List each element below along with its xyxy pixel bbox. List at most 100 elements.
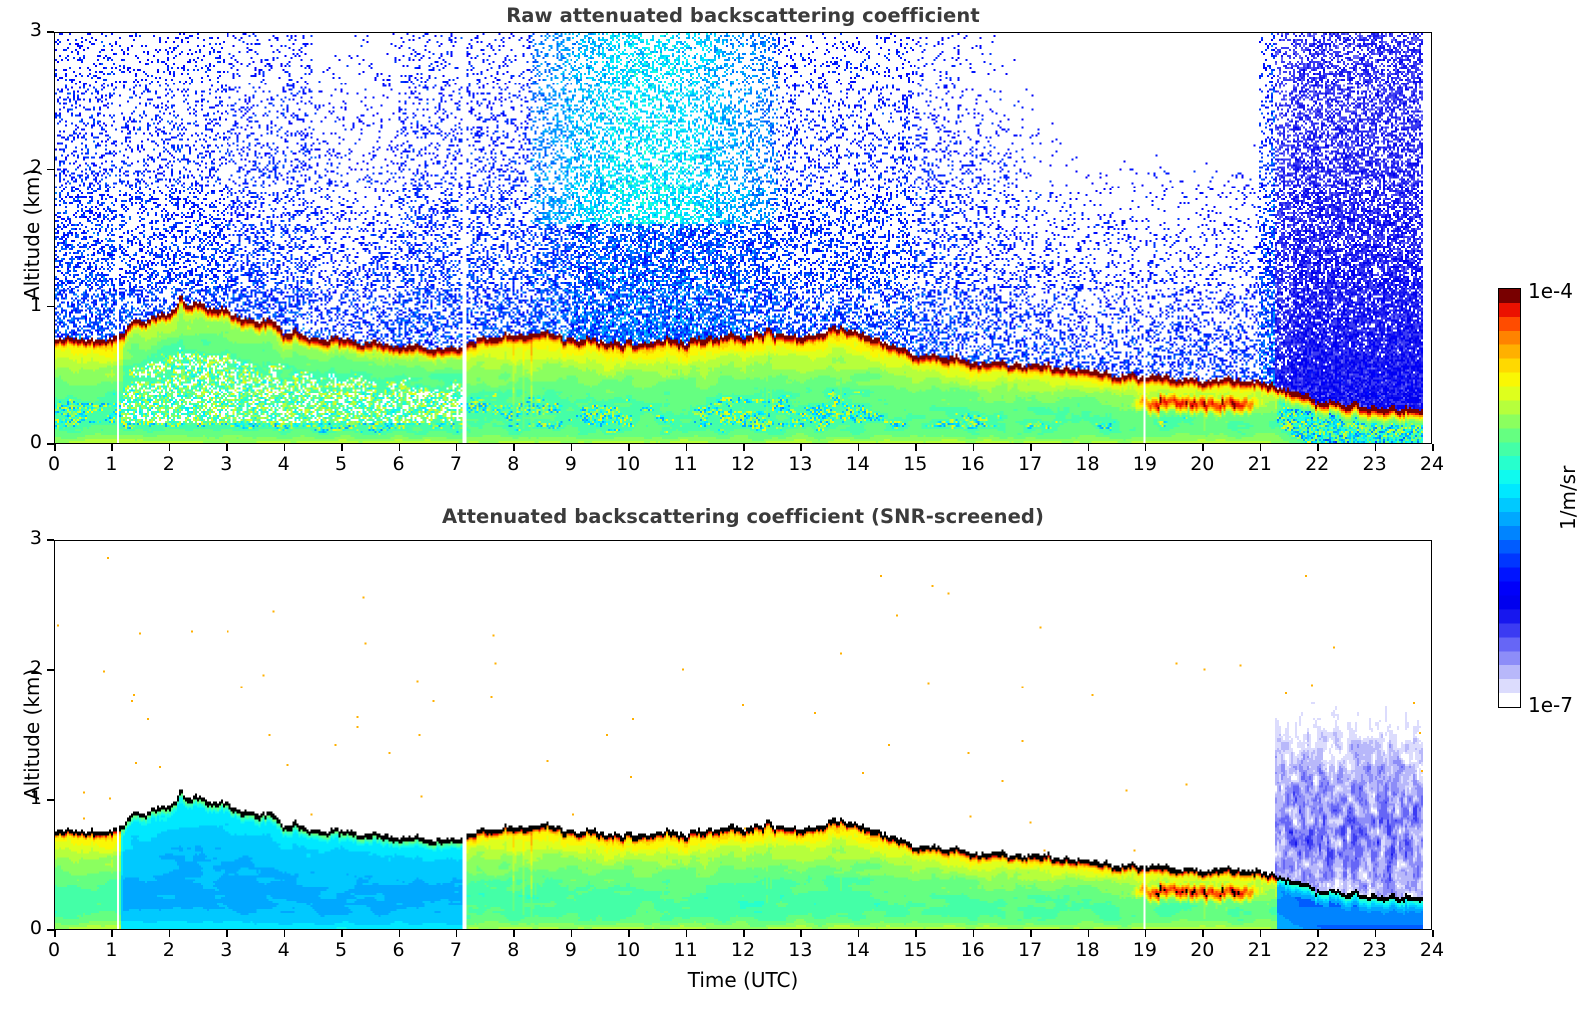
panel-raw-plot-area [54, 32, 1432, 444]
panel-screened-xtick-9 [570, 930, 573, 937]
colorbar [1498, 288, 1521, 708]
panel-screened-xtick-13 [800, 930, 802, 937]
panel-screened-xtick-17 [1030, 930, 1032, 937]
panel-raw-xtick-label-10: 10 [616, 453, 641, 475]
panel-raw-ytick-1 [47, 305, 54, 308]
panel-raw-xtick-label-23: 23 [1362, 453, 1387, 475]
panel-raw-y-axis-label: Altitude (km) [20, 168, 44, 300]
panel-screened-xtick-7 [455, 930, 458, 937]
panel-screened-xtick-label-23: 23 [1362, 939, 1387, 961]
panel-screened-plot-area [54, 540, 1432, 930]
panel-screened-xtick-label-12: 12 [730, 939, 756, 961]
panel-screened-ytick-3 [47, 539, 54, 541]
panel-screened-xtick-label-22: 22 [1305, 939, 1330, 961]
panel-raw-xtick-10 [628, 444, 630, 451]
panel-raw-xtick-2 [168, 444, 171, 451]
panel-raw-ytick-0 [47, 443, 54, 445]
panel-raw-xtick-label-0: 0 [47, 453, 61, 475]
panel-raw-xtick-24 [1432, 444, 1434, 451]
panel-raw-xtick-14 [857, 444, 860, 451]
panel-raw-ytick-label-0: 0 [29, 431, 42, 453]
panel-raw-xtick-label-16: 16 [960, 453, 985, 475]
panel-screened-xtick-19 [1144, 930, 1147, 937]
panel-raw-xtick-23 [1374, 444, 1377, 451]
panel-screened-xtick-label-3: 3 [220, 939, 233, 961]
panel-raw-xtick-20 [1202, 444, 1204, 451]
panel-screened-xtick-label-10: 10 [616, 939, 641, 961]
panel-screened-xtick-label-2: 2 [162, 939, 175, 961]
panel-screened-xtick-label-4: 4 [277, 939, 290, 961]
panel-screened-xtick-11 [685, 930, 688, 937]
panel-screened-xtick-label-6: 6 [392, 939, 405, 961]
panel-screened-xtick-15 [915, 930, 917, 937]
panel-screened-xtick-23 [1374, 930, 1377, 937]
panel-raw-xtick-12 [743, 444, 745, 451]
panel-screened-xtick-label-0: 0 [47, 939, 61, 961]
panel-screened-xtick-label-14: 14 [845, 939, 870, 961]
panel-screened-xtick-label-24: 24 [1419, 939, 1445, 961]
panel-raw-xtick-7 [455, 444, 458, 451]
panel-screened-xtick-label-21: 21 [1247, 939, 1272, 961]
panel-screened-xtick-21 [1259, 930, 1262, 937]
panel-raw-xtick-label-6: 6 [392, 453, 405, 475]
panel-screened-xtick-22 [1317, 930, 1319, 937]
panel-screened-xtick-label-20: 20 [1190, 939, 1215, 961]
panel-raw-xtick-label-8: 8 [507, 453, 520, 475]
panel-raw-xtick-9 [570, 444, 573, 451]
panel-raw-xtick-18 [1087, 444, 1090, 451]
panel-screened-xtick-3 [226, 930, 228, 937]
panel-raw-xtick-label-14: 14 [845, 453, 870, 475]
panel-raw-xtick-label-1: 1 [105, 453, 118, 475]
panel-raw-ytick-label-1: 1 [29, 293, 42, 316]
panel-raw-xtick-label-12: 12 [730, 453, 756, 475]
panel-raw-xtick-label-17: 17 [1018, 453, 1043, 475]
panel-raw-xtick-13 [800, 444, 802, 451]
panel-raw-xtick-5 [341, 444, 343, 451]
panel-screened-x-axis-label: Time (UTC) [687, 968, 799, 992]
panel-raw-xtick-4 [283, 444, 286, 451]
panel-screened-xtick-label-8: 8 [507, 939, 520, 961]
panel-screened-xtick-label-9: 9 [564, 939, 577, 961]
panel-raw-xtick-label-19: 19 [1132, 453, 1157, 475]
panel-screened-xtick-0 [54, 930, 56, 937]
panel-raw-xtick-label-15: 15 [903, 453, 928, 475]
panel-screened-xtick-6 [398, 930, 401, 937]
panel-raw-xtick-label-20: 20 [1190, 453, 1215, 475]
panel-raw-xtick-label-9: 9 [564, 453, 577, 475]
panel-screened-xtick-2 [168, 930, 171, 937]
panel-raw-ytick-label-2: 2 [29, 156, 42, 179]
panel-raw-xtick-label-22: 22 [1305, 453, 1330, 475]
panel-raw-xtick-6 [398, 444, 401, 451]
panel-raw-xtick-label-13: 13 [788, 453, 813, 475]
panel-screened-xtick-8 [513, 930, 515, 937]
panel-screened-ytick-label-2: 2 [29, 657, 42, 679]
panel-raw-title: Raw attenuated backscattering coefficien… [506, 4, 980, 27]
panel-raw-xtick-8 [513, 444, 515, 451]
panel-screened-xtick-label-7: 7 [449, 939, 462, 961]
panel-raw-xtick-16 [972, 444, 975, 451]
panel-raw-xtick-label-2: 2 [162, 453, 175, 475]
panel-raw-xtick-21 [1259, 444, 1262, 451]
panel-screened-xtick-label-13: 13 [788, 939, 813, 961]
panel-raw-xtick-label-4: 4 [277, 453, 290, 475]
panel-screened-xtick-14 [857, 930, 860, 937]
panel-screened-xtick-12 [743, 930, 745, 937]
panel-raw-xtick-label-24: 24 [1419, 453, 1445, 475]
panel-screened-ytick-label-0: 0 [29, 917, 42, 939]
panel-screened-ytick-label-1: 1 [29, 787, 42, 809]
colorbar-max-label: 1e-4 [1528, 279, 1573, 303]
panel-screened-ytick-0 [47, 929, 54, 931]
panel-screened-xtick-10 [628, 930, 630, 937]
panel-screened-xtick-18 [1087, 930, 1090, 937]
panel-screened-xtick-label-1: 1 [105, 939, 118, 961]
panel-screened-xtick-label-5: 5 [335, 939, 348, 961]
panel-raw-ytick-label-3: 3 [29, 19, 42, 41]
colorbar-min-label: 1e-7 [1528, 693, 1573, 717]
panel-screened-xtick-label-15: 15 [903, 939, 928, 961]
panel-raw-xtick-11 [685, 444, 688, 451]
panel-screened-xtick-4 [283, 930, 286, 937]
panel-raw-xtick-label-11: 11 [673, 453, 698, 475]
panel-raw-xtick-1 [111, 444, 113, 451]
panel-screened-y-axis-label: Altitude (km) [20, 668, 44, 800]
panel-raw-xtick-label-21: 21 [1247, 453, 1272, 475]
